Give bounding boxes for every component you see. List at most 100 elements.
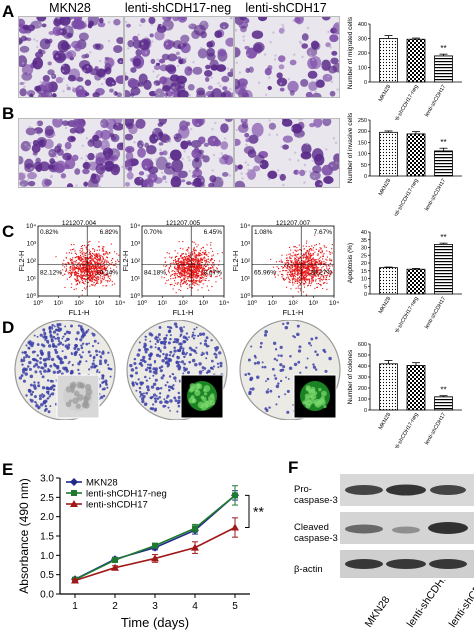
bar-ytick-2-7: 35 <box>361 238 367 244</box>
bar-ytick-2-0: 0 <box>364 292 367 298</box>
bar-ytick-3-1: 100 <box>358 397 367 403</box>
flow-xtick-2-1: 10¹ <box>158 300 168 307</box>
bar-0-0 <box>379 38 398 83</box>
bar-3-1 <box>406 365 426 411</box>
bar-ytick-1-0: 0 <box>364 174 367 180</box>
flow-ytick-2-0: 10⁰ <box>130 292 140 300</box>
bar-ytick-3-5: 500 <box>358 353 367 359</box>
flow-xtick-2-3: 10³ <box>199 300 209 307</box>
bar-ytick-2-5: 25 <box>361 253 367 259</box>
blot-lane-labels: MKN28 lenti-shCDH17-neg lenti-shCDH17 <box>363 580 474 630</box>
line-point-2-0 <box>71 576 79 584</box>
flow-q-ul-1: 0.82% <box>40 229 59 236</box>
bar-ytick-3-6: 600 <box>358 342 367 348</box>
bar-category-3-1: lenti-shCDH17-neg <box>391 412 420 448</box>
line-point-1-3 <box>192 525 198 532</box>
bar-1-1 <box>406 133 426 177</box>
bar-0-2 <box>434 55 453 83</box>
line-point-1-4 <box>232 492 238 499</box>
flow-ytick-1-2: 10² <box>27 258 37 265</box>
bar-2-0 <box>379 267 398 295</box>
flow-xtick-2-4: 10⁴ <box>219 300 229 307</box>
invasion-micrograph-3 <box>234 118 340 188</box>
flow-id-3: 121207.007 <box>276 220 311 227</box>
panel-label-c: C <box>2 222 15 241</box>
flow-q-ll-3: 65.96% <box>254 270 276 277</box>
legend-marker-1 <box>71 490 77 496</box>
blot-label-cleaved: Cleaved caspase-3 <box>294 522 338 544</box>
line-xtick-0: 1 <box>72 601 78 612</box>
flow-q-ur-2: 6.45% <box>204 229 223 236</box>
line-ylabel: Absorbance (490 nm) <box>17 478 31 593</box>
line-ytick-4: 2.0 <box>40 512 54 523</box>
bar-2-2 <box>434 243 453 295</box>
bar-category-2-0: MKN28 <box>378 296 392 315</box>
colony-plate-1 <box>14 320 116 420</box>
flow-xtick-3-0: 10⁰ <box>247 299 257 307</box>
flow-ytick-1-1: 10¹ <box>27 276 37 283</box>
column-header-neg: lenti-shCDH17-neg <box>124 1 232 15</box>
line-significance: ** <box>253 503 264 519</box>
lane-label-mkn28: MKN28 <box>363 594 393 630</box>
bar-ytick-2-1: 5 <box>364 284 367 290</box>
bar-ytick-2-3: 15 <box>361 269 367 275</box>
flow-xtick-3-2: 10² <box>288 300 298 307</box>
flow-q-ur-3: 7.67% <box>314 229 333 236</box>
flow-q-ul-3: 1.08% <box>254 229 273 236</box>
bar-category-1-0: MKN28 <box>378 178 392 197</box>
line-xtick-2: 3 <box>152 601 158 612</box>
legend-marker-2 <box>70 500 78 507</box>
flow-ytick-1-3: 10³ <box>27 241 37 248</box>
flow-xtick-1-4: 10⁴ <box>115 300 125 307</box>
bar-0-1 <box>406 38 426 83</box>
flow-xtick-2-0: 10⁰ <box>137 299 147 307</box>
flow-id-2: 121207.005 <box>166 220 201 227</box>
bar-ytick-0-1: 100 <box>358 66 367 72</box>
bar-ytick-2-2: 10 <box>361 277 367 283</box>
line-series-2: lenti-shCDH17 <box>66 500 239 584</box>
blot-bands <box>340 474 474 578</box>
bar-ytick-1-3: 150 <box>358 140 367 146</box>
significance-bracket <box>245 494 250 528</box>
bar-ytick-0-3: 300 <box>358 37 367 43</box>
flow-ytick-3-1: 10¹ <box>241 276 251 283</box>
flow-id-1: 121207.004 <box>62 220 97 227</box>
flow-ylabel-1: FL2-H <box>17 251 26 272</box>
flow-xtick-1-1: 10¹ <box>54 300 64 307</box>
line-ytick-6: 3.0 <box>40 474 54 485</box>
flow-ytick-2-1: 10¹ <box>131 276 141 283</box>
line-ytick-0: 0.0 <box>40 590 54 601</box>
line-point-1-1 <box>112 556 118 563</box>
bar-2-1 <box>406 268 426 295</box>
bar-chart-colonies: 0 100 200 300 400 500 600 Number of colones MKN2… <box>347 342 462 448</box>
bar-ytick-2-6: 30 <box>361 246 367 252</box>
flow-ytick-3-4: 10⁴ <box>240 223 250 230</box>
line-xlabel: Time (days) <box>121 615 189 630</box>
flow-q-ul-2: 0.70% <box>144 229 163 236</box>
bar-category-0-0: MKN28 <box>378 84 392 103</box>
line-point-2-3 <box>191 543 199 551</box>
flow-q-ll-1: 82.12% <box>40 270 62 277</box>
colony-plate-3 <box>239 320 341 420</box>
flow-xlabel-2: FL1-H <box>173 308 194 317</box>
flow-q-ur-1: 6.82% <box>100 229 119 236</box>
flow-ylabel-3: FL2-H <box>231 251 240 272</box>
bar-ytick-1-1: 50 <box>361 163 367 169</box>
flow-xtick-1-2: 10² <box>74 300 84 307</box>
bar-category-2-2: lenti-shCDH17 <box>424 296 447 330</box>
flow-xtick-1-3: 10³ <box>95 300 105 307</box>
line-xtick-1: 2 <box>112 601 118 612</box>
column-header-mkn28: MKN28 <box>49 1 91 15</box>
flow-xlabel-3: FL1-H <box>283 308 304 317</box>
bar-category-2-1: lenti-shCDH17-neg <box>391 296 420 332</box>
flow-xtick-3-3: 10³ <box>309 300 319 307</box>
bar-ytick-3-0: 0 <box>364 408 367 414</box>
flow-ytick-2-3: 10³ <box>131 241 141 248</box>
flow-ylabel-2: FL2-H <box>121 251 130 272</box>
bar-ytick-3-4: 400 <box>358 364 367 370</box>
bar-category-1-2: lenti-shCDH17 <box>424 178 447 212</box>
flow-ytick-2-2: 10² <box>131 258 141 265</box>
